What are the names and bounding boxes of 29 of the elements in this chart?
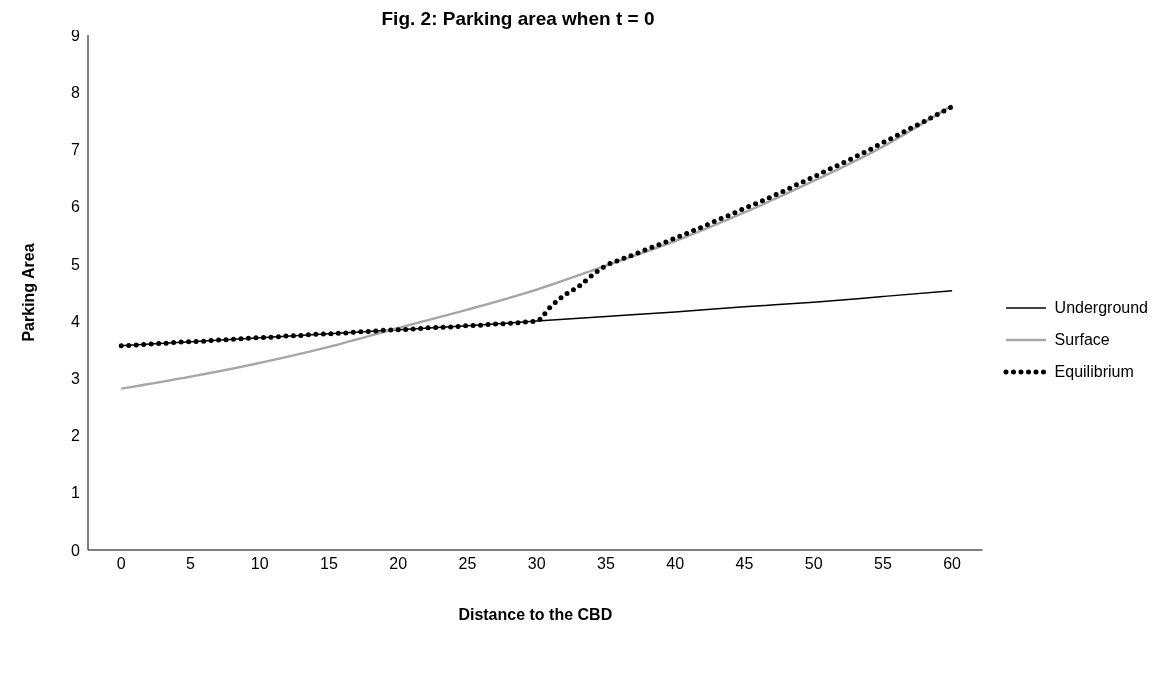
x-tick-label: 40 bbox=[666, 555, 685, 573]
x-axis-title: Distance to the CBD bbox=[458, 606, 613, 623]
y-tick-label: 2 bbox=[71, 427, 81, 445]
y-tick-label: 6 bbox=[71, 198, 81, 216]
y-tick-label: 8 bbox=[71, 83, 81, 101]
x-tick-label: 15 bbox=[320, 555, 338, 573]
x-tick-label: 5 bbox=[186, 555, 196, 573]
y-axis-title: Parking Area bbox=[19, 243, 37, 342]
x-tick-label: 20 bbox=[389, 555, 408, 573]
legend-label: Underground bbox=[1054, 299, 1148, 317]
x-tick-label: 30 bbox=[527, 555, 546, 573]
x-tick-label: 60 bbox=[943, 555, 962, 573]
y-tick-label: 9 bbox=[71, 26, 81, 44]
x-tick-label: 50 bbox=[804, 555, 823, 573]
x-tick-label: 55 bbox=[873, 555, 892, 573]
y-tick-label: 3 bbox=[71, 370, 81, 388]
y-tick-label: 1 bbox=[71, 484, 81, 502]
x-tick-label: 35 bbox=[597, 555, 615, 573]
chart-title: Fig. 2: Parking area when t = 0 bbox=[381, 8, 655, 29]
x-tick-label: 10 bbox=[250, 555, 269, 573]
legend-label: Equilibrium bbox=[1054, 363, 1134, 381]
x-tick-label: 45 bbox=[735, 555, 754, 573]
x-tick-label: 0 bbox=[116, 555, 126, 573]
x-tick-label: 25 bbox=[458, 555, 477, 573]
y-tick-label: 7 bbox=[71, 141, 81, 159]
y-tick-label: 0 bbox=[71, 541, 81, 559]
y-tick-label: 5 bbox=[71, 255, 81, 273]
y-tick-label: 4 bbox=[71, 312, 81, 330]
legend-label: Surface bbox=[1054, 331, 1110, 349]
